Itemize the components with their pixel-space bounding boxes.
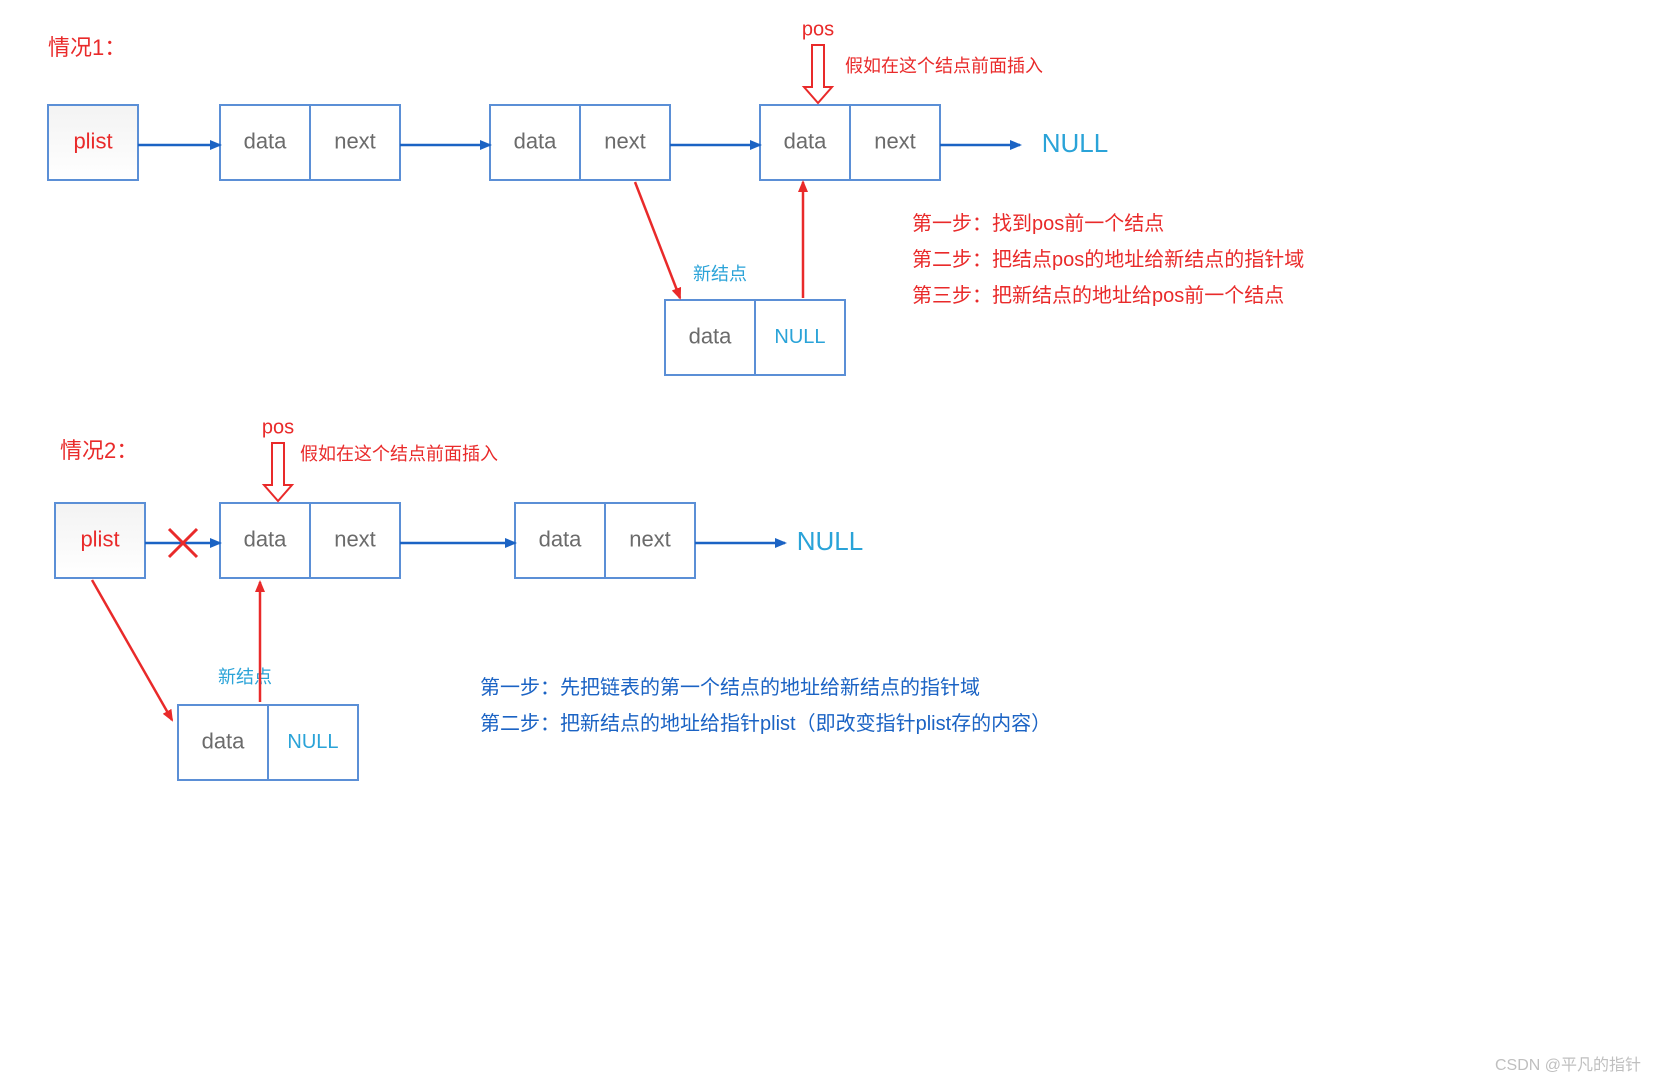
watermark: CSDN @平凡的指针: [1495, 1056, 1641, 1074]
pos-arrow-icon: [264, 443, 292, 501]
step-text: 第一步：先把链表的第一个结点的地址给新结点的指针域: [480, 676, 980, 699]
plist-label: plist: [73, 128, 112, 153]
node-data-label: data: [514, 128, 558, 153]
step-text: 第二步：把新结点的地址给指针plist（即改变指针plist存的内容）: [480, 712, 1051, 735]
plist-label: plist: [80, 526, 119, 551]
null-terminal: NULL: [797, 526, 863, 556]
node-data-label: data: [244, 526, 288, 551]
node-data-label: data: [784, 128, 828, 153]
node-data-label: data: [689, 323, 733, 348]
new-node-label: 新结点: [693, 264, 747, 284]
null-terminal: NULL: [1042, 128, 1108, 158]
step-text: 第二步：把结点pos的地址给新结点的指针域: [912, 248, 1304, 271]
scenario2-title: 情况2：: [60, 438, 138, 463]
node-data-label: data: [202, 728, 246, 753]
node-next-label: next: [334, 526, 376, 551]
node-null-label: NULL: [774, 326, 825, 348]
step-text: 第三步：把新结点的地址给pos前一个结点: [912, 284, 1284, 307]
pos-label: pos: [802, 18, 834, 40]
node-null-label: NULL: [287, 731, 338, 753]
insert-arrow: [92, 580, 172, 720]
pos-arrow-icon: [804, 45, 832, 103]
node-next-label: next: [604, 128, 646, 153]
node-data-label: data: [539, 526, 583, 551]
new-node-label: 新结点: [218, 667, 272, 687]
node-next-label: next: [874, 128, 916, 153]
node-next-label: next: [629, 526, 671, 551]
pos-annotation: 假如在这个结点前面插入: [300, 444, 498, 464]
scenario1-title: 情况1：: [48, 35, 126, 60]
node-next-label: next: [334, 128, 376, 153]
pos-label: pos: [262, 416, 294, 438]
insert-arrow: [635, 182, 680, 298]
node-data-label: data: [244, 128, 288, 153]
pos-annotation: 假如在这个结点前面插入: [845, 56, 1043, 76]
step-text: 第一步：找到pos前一个结点: [912, 212, 1164, 235]
